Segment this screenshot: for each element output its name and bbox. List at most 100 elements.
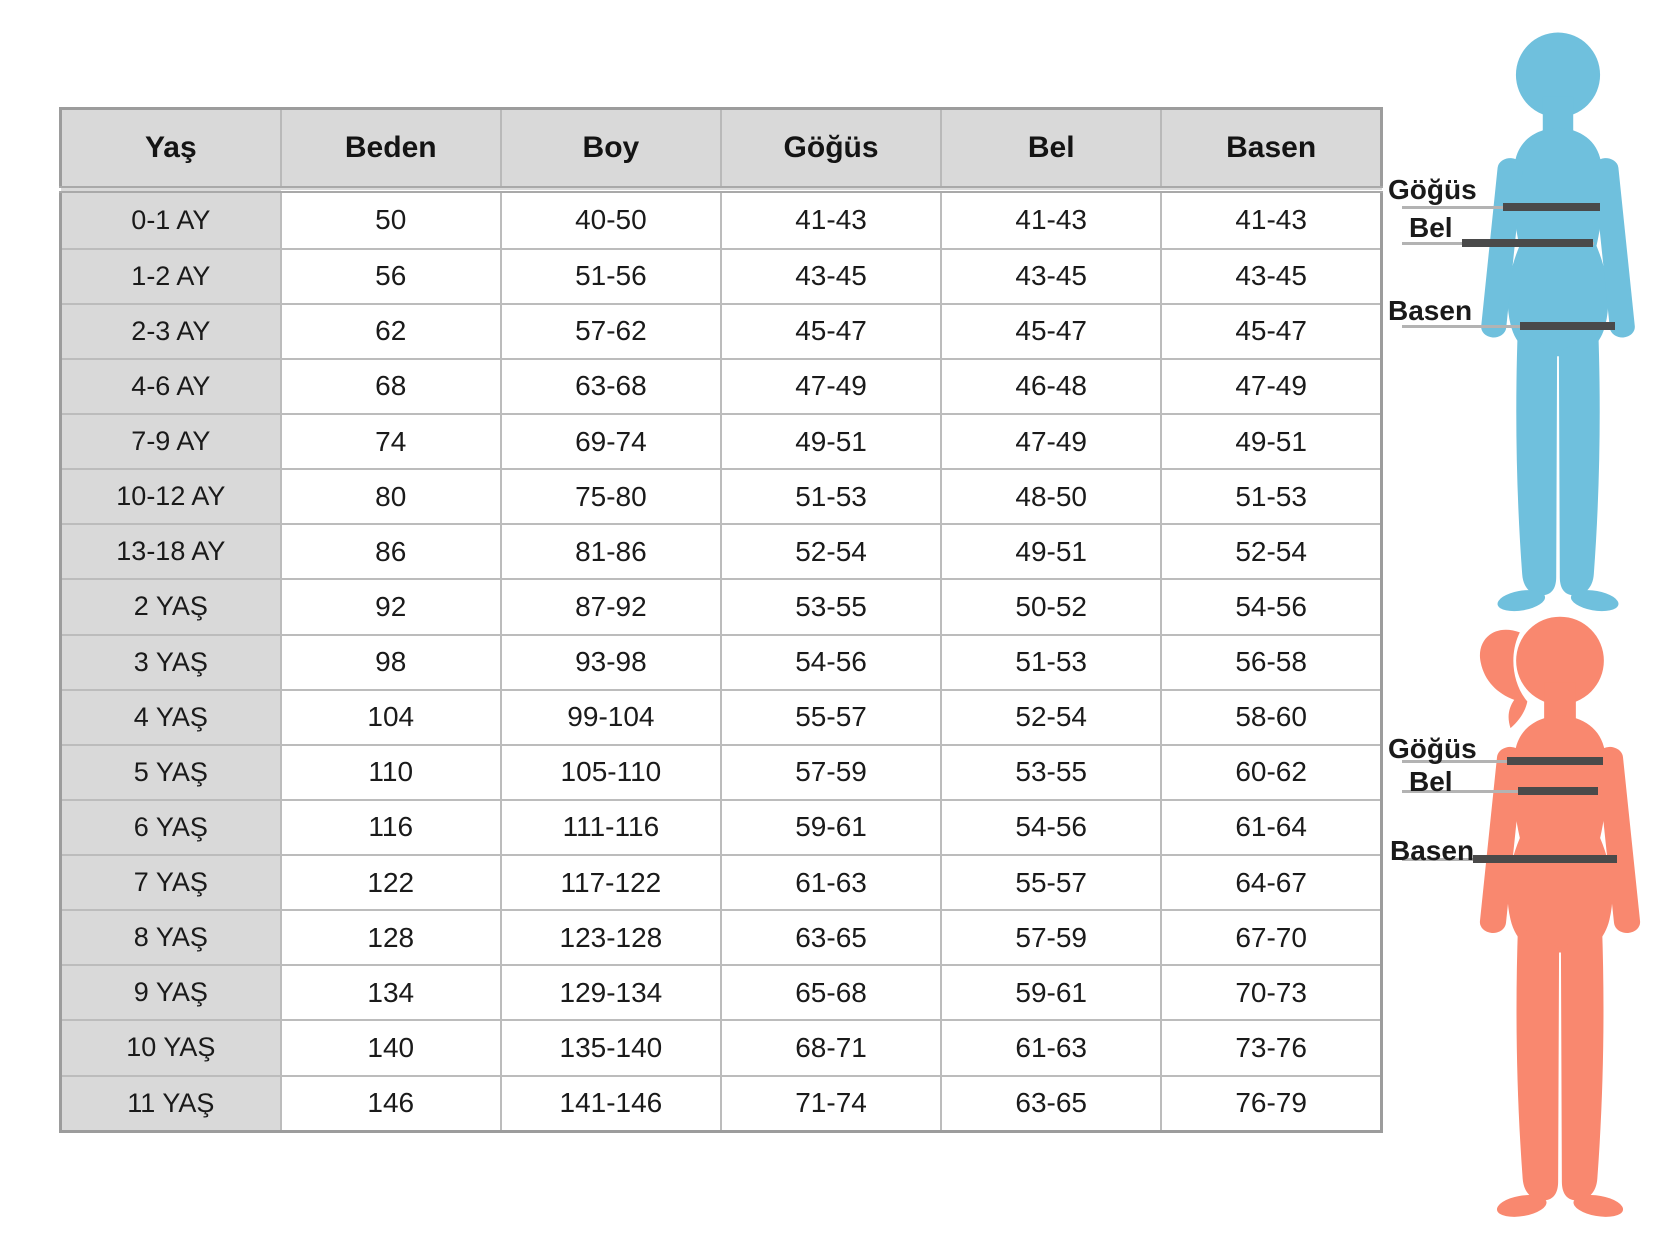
hip-label-bottom: Basen bbox=[1390, 835, 1475, 866]
table-row: 5 YAŞ 110 105-110 57-59 53-55 60-62 bbox=[59, 743, 1383, 801]
waist-line-top bbox=[1462, 239, 1593, 247]
size-cell: 49-51 bbox=[719, 413, 943, 471]
size-cell: 61-63 bbox=[940, 1019, 1163, 1077]
age-cell: 4 YAŞ bbox=[59, 688, 282, 746]
size-cell: 117-122 bbox=[499, 854, 722, 912]
table-row: 2-3 AY 62 57-62 45-47 45-47 45-47 bbox=[59, 302, 1383, 360]
hip-line-light-top bbox=[1402, 325, 1614, 328]
size-cell: 105-110 bbox=[499, 743, 722, 801]
chest-line-light-bottom bbox=[1402, 760, 1602, 763]
size-cell: 52-54 bbox=[719, 523, 943, 581]
size-cell: 128 bbox=[279, 909, 502, 967]
size-cell: 47-49 bbox=[719, 357, 943, 416]
size-cell: 80 bbox=[279, 468, 502, 526]
age-cell: 11 YAŞ bbox=[59, 1074, 282, 1133]
col-header-height: Boy bbox=[499, 107, 722, 193]
waist-label-top: Bel bbox=[1409, 212, 1453, 243]
col-header-size: Beden bbox=[279, 107, 502, 193]
size-cell: 58-60 bbox=[1160, 688, 1383, 746]
age-cell: 13-18 AY bbox=[59, 523, 282, 581]
table-row: 2 YAŞ 92 87-92 53-55 50-52 54-56 bbox=[59, 578, 1383, 636]
size-cell: 62 bbox=[279, 302, 502, 360]
age-cell: 1-2 AY bbox=[59, 247, 282, 305]
hip-line-top bbox=[1520, 322, 1615, 330]
col-header-chest: Göğüs bbox=[719, 107, 943, 193]
table-row: 13-18 AY 86 81-86 52-54 49-51 52-54 bbox=[59, 523, 1383, 581]
size-cell: 92 bbox=[279, 578, 502, 636]
size-cell: 61-64 bbox=[1160, 798, 1383, 857]
size-cell: 54-56 bbox=[1160, 578, 1383, 636]
chest-line-light-top bbox=[1402, 206, 1600, 209]
size-cell: 41-43 bbox=[1160, 188, 1383, 250]
size-cell: 50 bbox=[279, 188, 502, 250]
body-shape-salmon bbox=[1478, 616, 1642, 1221]
size-table-header: Yaş Beden Boy Göğüs Bel Basen bbox=[59, 107, 1383, 193]
size-cell: 51-53 bbox=[719, 468, 943, 526]
chest-label-top: Göğüs bbox=[1388, 174, 1477, 205]
table-row: 11 YAŞ 146 141-146 71-74 63-65 76-79 bbox=[59, 1074, 1383, 1133]
size-cell: 55-57 bbox=[940, 854, 1163, 912]
size-cell: 87-92 bbox=[499, 578, 722, 636]
size-cell: 57-59 bbox=[719, 743, 943, 801]
size-cell: 54-56 bbox=[940, 798, 1163, 857]
size-cell: 135-140 bbox=[499, 1019, 722, 1077]
size-cell: 73-76 bbox=[1160, 1019, 1383, 1077]
size-cell: 41-43 bbox=[719, 188, 943, 250]
age-cell: 7 YAŞ bbox=[59, 854, 282, 912]
age-cell: 4-6 AY bbox=[59, 357, 282, 416]
size-cell: 59-61 bbox=[940, 964, 1163, 1022]
size-cell: 71-74 bbox=[719, 1074, 943, 1133]
hip-label-top: Basen bbox=[1388, 295, 1473, 326]
chest-line-top bbox=[1503, 203, 1600, 211]
size-cell: 52-54 bbox=[940, 688, 1163, 746]
size-cell: 122 bbox=[279, 854, 502, 912]
size-cell: 55-57 bbox=[719, 688, 943, 746]
age-cell: 7-9 AY bbox=[59, 413, 282, 471]
size-cell: 40-50 bbox=[499, 188, 722, 250]
chest-line-bottom bbox=[1507, 757, 1603, 765]
size-cell: 43-45 bbox=[940, 247, 1163, 305]
size-cell: 51-56 bbox=[499, 247, 722, 305]
size-table: Yaş Beden Boy Göğüs Bel Basen 0-1 AY 50 40… bbox=[59, 107, 1383, 1133]
size-cell: 146 bbox=[279, 1074, 502, 1133]
table-row: 0-1 AY 50 40-50 41-43 41-43 41-43 bbox=[59, 188, 1383, 250]
size-cell: 69-74 bbox=[499, 413, 722, 471]
size-cell: 110 bbox=[279, 743, 502, 801]
table-row: 7 YAŞ 122 117-122 61-63 55-57 64-67 bbox=[59, 854, 1383, 912]
waist-label-bottom: Bel bbox=[1409, 766, 1453, 797]
size-cell: 63-68 bbox=[499, 357, 722, 416]
size-cell: 43-45 bbox=[719, 247, 943, 305]
girl-silhouette-salmon bbox=[1478, 616, 1642, 1221]
col-header-age: Yaş bbox=[59, 107, 282, 193]
waist-line-bottom bbox=[1518, 787, 1598, 795]
size-cell: 104 bbox=[279, 688, 502, 746]
size-cell: 51-53 bbox=[1160, 468, 1383, 526]
size-cell: 49-51 bbox=[1160, 413, 1383, 471]
size-cell: 141-146 bbox=[499, 1074, 722, 1133]
size-cell: 74 bbox=[279, 413, 502, 471]
size-cell: 64-67 bbox=[1160, 854, 1383, 912]
size-cell: 54-56 bbox=[719, 633, 943, 691]
size-cell: 70-73 bbox=[1160, 964, 1383, 1022]
size-cell: 57-59 bbox=[940, 909, 1163, 967]
size-cell: 65-68 bbox=[719, 964, 943, 1022]
size-cell: 41-43 bbox=[940, 188, 1163, 250]
age-cell: 6 YAŞ bbox=[59, 798, 282, 857]
age-cell: 5 YAŞ bbox=[59, 743, 282, 801]
size-cell: 81-86 bbox=[499, 523, 722, 581]
size-cell: 111-116 bbox=[499, 798, 722, 857]
size-cell: 68-71 bbox=[719, 1019, 943, 1077]
age-cell: 10 YAŞ bbox=[59, 1019, 282, 1077]
age-cell: 2-3 AY bbox=[59, 302, 282, 360]
size-cell: 50-52 bbox=[940, 578, 1163, 636]
table-row: 4 YAŞ 104 99-104 55-57 52-54 58-60 bbox=[59, 688, 1383, 746]
size-cell: 129-134 bbox=[499, 964, 722, 1022]
size-cell: 93-98 bbox=[499, 633, 722, 691]
age-cell: 9 YAŞ bbox=[59, 964, 282, 1022]
size-cell: 48-50 bbox=[940, 468, 1163, 526]
size-cell: 47-49 bbox=[940, 413, 1163, 471]
size-cell: 52-54 bbox=[1160, 523, 1383, 581]
age-cell: 0-1 AY bbox=[59, 188, 282, 250]
table-row: 9 YAŞ 134 129-134 65-68 59-61 70-73 bbox=[59, 964, 1383, 1022]
